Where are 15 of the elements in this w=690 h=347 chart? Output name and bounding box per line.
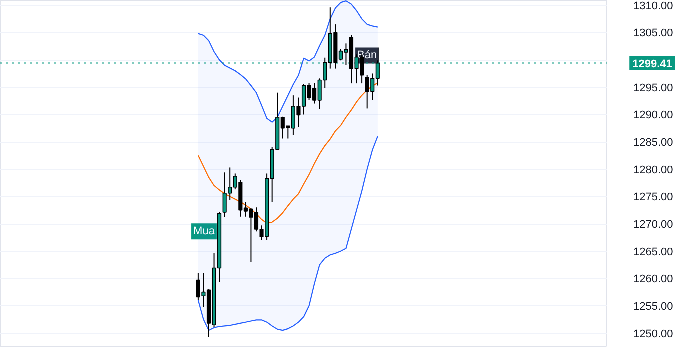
y-tick-label: 1305.00 — [634, 28, 674, 40]
y-tick-label: 1310.00 — [634, 0, 674, 12]
line-series — [198, 0, 378, 123]
y-tick-label: 1295.00 — [634, 82, 674, 94]
y-tick-label: 1275.00 — [634, 192, 674, 204]
y-tick-label: 1265.00 — [634, 246, 674, 258]
y-tick-label: 1255.00 — [634, 300, 674, 313]
y-tick-label: 1270.00 — [634, 219, 674, 231]
y-tick-label: 1260.00 — [634, 274, 674, 286]
y-tick-label: 1285.00 — [634, 137, 674, 150]
ref-line-label: 1299.41 — [632, 58, 672, 70]
y-tick-label: 1290.00 — [634, 110, 674, 122]
annotation: Mua — [194, 226, 216, 238]
y-tick-label: 1280.00 — [634, 164, 674, 176]
y-tick-label: 1250.00 — [634, 328, 674, 340]
